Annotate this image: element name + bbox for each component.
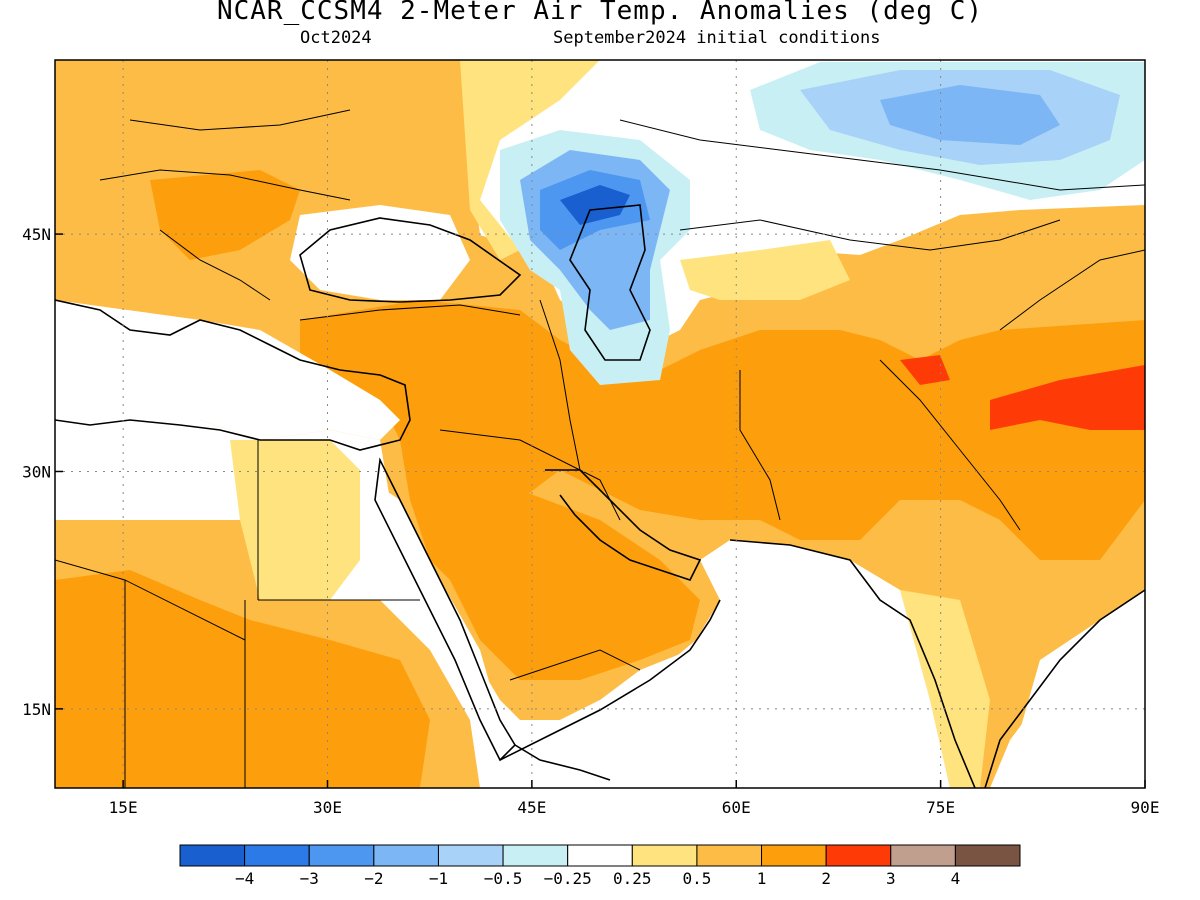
coastline-black-sea — [299, 217, 522, 303]
colorbar-swatch — [244, 844, 310, 867]
colorbar-label: 0.25 — [613, 869, 652, 888]
longitude-axis: 15E 30E 45E 60E 75E 90E — [109, 780, 1160, 817]
colorbar-label: 0.5 — [682, 869, 711, 888]
neutral-field-red-sea — [370, 480, 500, 740]
lon-tick-label: 60E — [722, 798, 751, 817]
neutral-field-black-sea — [290, 205, 470, 300]
colorbar-label: −4 — [235, 869, 254, 888]
border-iran-afghan — [739, 370, 781, 521]
border-pakistan-india — [879, 359, 1021, 531]
lat-tick-label: 30N — [22, 462, 51, 481]
anomaly-fields — [55, 60, 1145, 788]
border-europe-2 — [129, 109, 351, 131]
colorbar-label: 4 — [951, 869, 961, 888]
colorbar-label: 2 — [821, 869, 831, 888]
border-turkey — [299, 304, 521, 321]
colorbar-label: −1 — [429, 869, 448, 888]
colorbar-swatch — [567, 844, 633, 867]
border-iraq-iran — [539, 299, 581, 471]
colorbar-swatch — [825, 844, 892, 867]
neutral-field-bengal — [1000, 600, 1145, 788]
hot-3-4-field-tibet — [990, 365, 1145, 430]
hot-3-4-field-kashmir — [900, 355, 950, 385]
border-saudi — [439, 429, 621, 521]
border-europe-3 — [159, 229, 271, 301]
colorbar-swatch — [308, 844, 375, 867]
cold-field-siberia-strong — [880, 85, 1060, 145]
border-china — [999, 249, 1145, 331]
lat-tick-label: 45N — [22, 225, 51, 244]
forecast-month: Oct2024 — [300, 28, 372, 48]
initial-conditions: September2024 initial conditions — [553, 28, 881, 48]
pale-warm-field-india — [900, 590, 990, 788]
colorbar-label: 1 — [757, 869, 767, 888]
lon-tick-label: 15E — [109, 798, 138, 817]
colorbar-swatch — [890, 844, 956, 867]
lon-tick-label: 90E — [1131, 798, 1160, 817]
coastline-africa-horn — [514, 744, 611, 781]
warm-2-3-field-africa — [55, 570, 430, 788]
coastline-mediterranean — [55, 299, 411, 451]
colorbar-label: −0.25 — [544, 869, 592, 888]
border-kazakh — [679, 219, 1061, 251]
cold-field-strongest — [560, 185, 630, 225]
map-title: NCAR_CCSM4 2-Meter Air Temp. Anomalies (… — [216, 0, 984, 26]
borders — [55, 109, 1145, 788]
colorbar-swatch — [373, 844, 439, 867]
colorbar-swatch — [502, 844, 569, 867]
colorbar: −4 −3 −2 −1 −0.5 −0.25 0.25 0.5 1 2 3 4 — [179, 844, 1021, 888]
colorbar-swatch — [696, 844, 763, 867]
neutral-field-mediterranean — [55, 300, 400, 440]
border-yemen — [509, 649, 641, 681]
colorbar-label: −0.5 — [484, 869, 523, 888]
coastline-caspian — [569, 204, 651, 361]
warm-2-3-field-iran — [640, 390, 880, 520]
border-algeria — [55, 559, 246, 641]
lon-tick-label: 75E — [926, 798, 955, 817]
coastline-india — [729, 539, 976, 788]
colorbar-swatch — [631, 844, 698, 867]
pale-warm-field-central-asia — [680, 240, 850, 300]
colorbar-label: −3 — [300, 869, 319, 888]
coastline-india-east — [984, 589, 1145, 788]
border-russia-kazakh — [619, 119, 1145, 191]
border-europe-1 — [99, 169, 351, 201]
latitude-axis: 45N 30N 15N — [22, 225, 63, 719]
colorbar-label: 3 — [886, 869, 896, 888]
coastlines — [55, 204, 1145, 788]
pale-warm-field-kazakh — [460, 60, 600, 260]
graticule — [55, 60, 1145, 788]
colorbar-swatch — [437, 844, 504, 867]
warm-2-3-field-arabia — [430, 490, 700, 680]
lat-tick-label: 15N — [22, 700, 51, 719]
map-frame — [54, 59, 1146, 789]
colorbar-label: −2 — [364, 869, 383, 888]
colorbar-swatch — [179, 844, 246, 867]
lon-tick-label: 45E — [517, 798, 546, 817]
neutral-field-arabian-sea — [480, 580, 950, 788]
pale-warm-field-egypt — [230, 440, 360, 600]
coastline-persian-gulf — [545, 469, 702, 581]
coastline-arabia — [499, 599, 721, 761]
warm-2-3-field-europe — [150, 170, 300, 260]
lon-tick-label: 30E — [313, 798, 342, 817]
coastline-red-sea — [374, 457, 517, 762]
colorbar-swatch — [954, 844, 1021, 867]
colorbar-swatch — [761, 844, 827, 867]
